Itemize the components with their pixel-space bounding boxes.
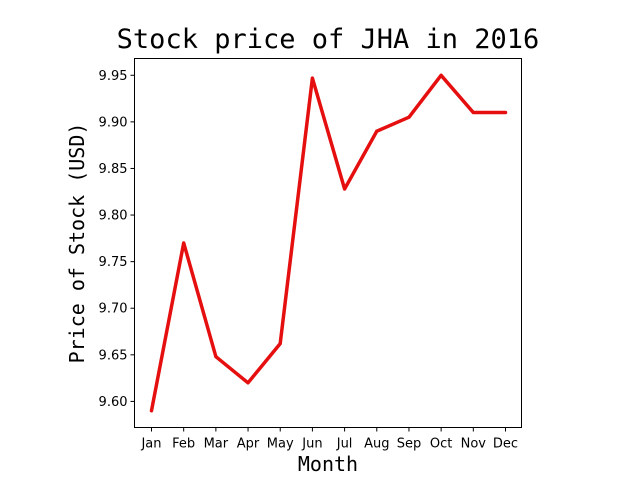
x-tick-label: Jan bbox=[140, 437, 161, 452]
y-tick-label: 9.90 bbox=[99, 115, 128, 130]
y-tick-label: 9.70 bbox=[99, 302, 128, 317]
data-point bbox=[310, 76, 314, 80]
data-point bbox=[504, 111, 507, 115]
x-tick-label: Jun bbox=[301, 437, 322, 452]
y-tick-label: 9.65 bbox=[99, 348, 128, 363]
x-tick-label: Aug bbox=[364, 437, 389, 452]
data-point bbox=[343, 187, 347, 191]
x-tick-label: Oct bbox=[430, 437, 452, 452]
data-point bbox=[407, 115, 411, 119]
y-tick-label: 9.75 bbox=[99, 255, 128, 270]
data-point bbox=[182, 241, 186, 245]
data-point bbox=[214, 355, 218, 359]
data-point bbox=[439, 73, 443, 77]
x-axis: Jan Feb Mar Apr May Jun Jul Aug Sep Oct Nov Dec bbox=[140, 427, 518, 452]
chart-title: Stock price of JHA in 2016 bbox=[117, 24, 540, 55]
x-tick-label: Jul bbox=[336, 437, 353, 452]
data-point bbox=[278, 342, 282, 346]
y-tick-label: 9.85 bbox=[99, 162, 128, 177]
y-tick-label: 9.95 bbox=[99, 69, 128, 84]
x-tick-label: Mar bbox=[204, 437, 229, 452]
x-tick-label: Nov bbox=[461, 437, 487, 452]
plot-area bbox=[134, 58, 522, 428]
data-point bbox=[246, 381, 250, 385]
y-axis-label: Price of Stock (USD) bbox=[65, 123, 89, 364]
x-tick-label: Feb bbox=[172, 437, 195, 452]
data-point bbox=[471, 111, 475, 115]
y-tick-label: 9.60 bbox=[99, 395, 128, 410]
series-layer bbox=[149, 73, 508, 413]
x-axis-label: Month bbox=[298, 452, 358, 476]
y-tick-label: 9.80 bbox=[99, 209, 128, 224]
data-point bbox=[375, 129, 379, 133]
x-tick-label: May bbox=[267, 437, 294, 452]
y-axis: 9.60 9.65 9.70 9.75 9.80 9.85 9.90 9.95 bbox=[99, 69, 135, 410]
x-tick-label: Dec bbox=[493, 437, 518, 452]
x-tick-label: Sep bbox=[397, 437, 422, 452]
series-line bbox=[149, 73, 508, 413]
data-point bbox=[150, 409, 153, 413]
x-tick-label: Apr bbox=[237, 437, 260, 452]
